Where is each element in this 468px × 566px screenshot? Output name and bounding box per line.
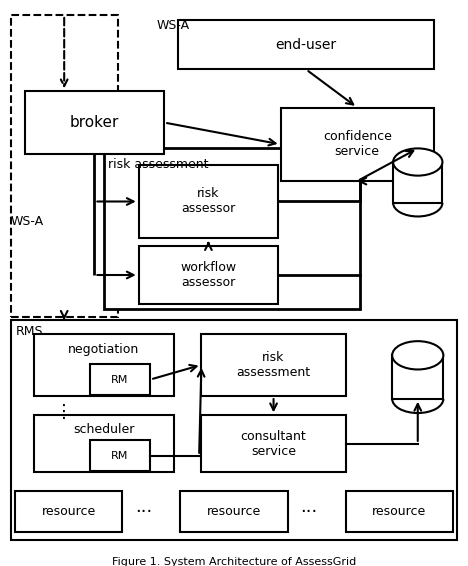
Ellipse shape: [393, 148, 442, 175]
Text: broker: broker: [70, 115, 119, 130]
FancyBboxPatch shape: [90, 364, 150, 395]
Text: ⋮: ⋮: [55, 404, 73, 422]
FancyBboxPatch shape: [201, 415, 346, 473]
Text: ···: ···: [300, 503, 317, 521]
Text: risk assessment: risk assessment: [109, 158, 209, 171]
Text: resource: resource: [207, 505, 261, 518]
Text: Figure 1. System Architecture of AssessGrid: Figure 1. System Architecture of AssessG…: [112, 557, 356, 566]
FancyBboxPatch shape: [15, 491, 122, 532]
FancyBboxPatch shape: [346, 491, 453, 532]
FancyBboxPatch shape: [280, 108, 434, 181]
FancyBboxPatch shape: [201, 333, 346, 396]
Text: negotiation: negotiation: [68, 342, 139, 355]
Text: resource: resource: [372, 505, 426, 518]
FancyBboxPatch shape: [139, 246, 278, 303]
Text: workflow
assessor: workflow assessor: [180, 261, 236, 289]
Text: RM: RM: [111, 375, 129, 384]
Text: ···: ···: [135, 503, 152, 521]
Polygon shape: [392, 355, 443, 399]
FancyBboxPatch shape: [25, 91, 164, 154]
FancyBboxPatch shape: [139, 165, 278, 238]
Text: RM: RM: [111, 451, 129, 461]
Text: WS-A: WS-A: [157, 19, 190, 32]
FancyBboxPatch shape: [11, 320, 457, 541]
FancyBboxPatch shape: [90, 440, 150, 471]
Ellipse shape: [392, 341, 443, 370]
Text: risk
assessor: risk assessor: [181, 187, 235, 216]
Text: risk
assessment: risk assessment: [236, 351, 311, 379]
Text: resource: resource: [42, 505, 96, 518]
Text: consultant
service: consultant service: [241, 430, 307, 458]
FancyBboxPatch shape: [34, 415, 174, 473]
Text: scheduler: scheduler: [73, 423, 134, 436]
Text: RMS: RMS: [15, 325, 43, 338]
FancyBboxPatch shape: [178, 20, 434, 70]
Polygon shape: [393, 162, 442, 203]
FancyBboxPatch shape: [34, 333, 174, 396]
Text: end-user: end-user: [276, 38, 336, 52]
Text: WS-A: WS-A: [10, 216, 44, 229]
Text: confidence
service: confidence service: [323, 130, 392, 158]
FancyBboxPatch shape: [181, 491, 287, 532]
FancyBboxPatch shape: [104, 148, 359, 309]
